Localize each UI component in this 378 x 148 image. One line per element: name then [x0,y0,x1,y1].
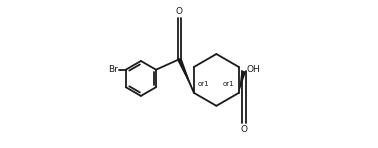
Text: or1: or1 [223,81,235,87]
Text: or1: or1 [198,81,210,87]
Text: OH: OH [246,65,260,74]
Polygon shape [239,70,246,93]
Text: O: O [176,7,183,16]
Text: O: O [240,125,247,134]
Polygon shape [177,58,194,93]
Text: Br: Br [108,65,118,74]
